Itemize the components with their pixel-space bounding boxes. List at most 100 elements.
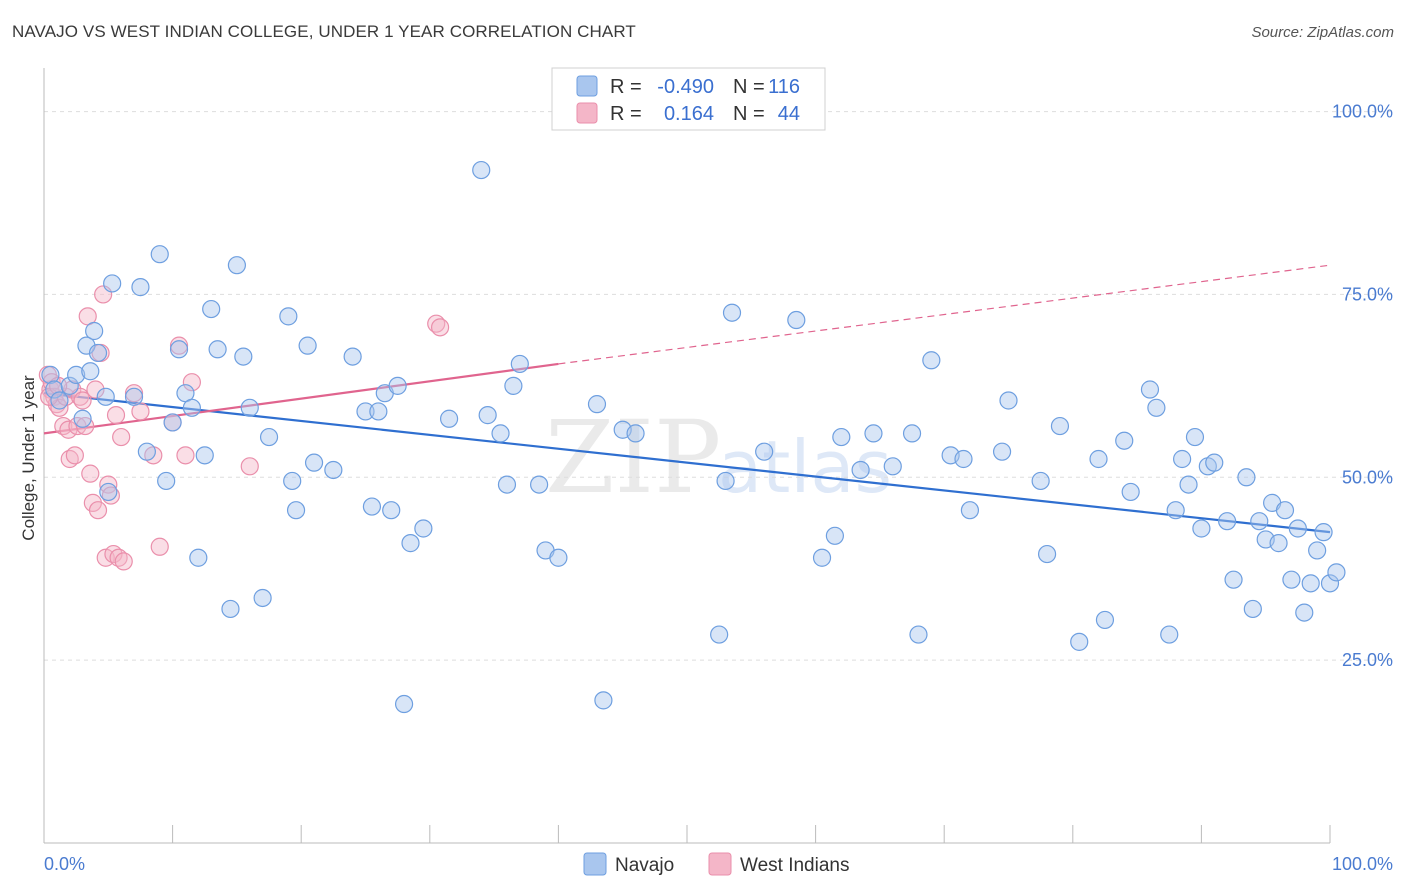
navajo-point-61 — [626, 424, 645, 443]
navajo-point-115 — [1327, 563, 1346, 582]
y-tick-label-1: 50.0% — [1342, 467, 1393, 487]
y-axis-title: College, Under 1 year — [19, 375, 38, 541]
navajo-point-33 — [283, 471, 302, 491]
navajo-point-94 — [1179, 475, 1198, 494]
west-indians-point-37 — [176, 446, 195, 465]
west-indians-point-41 — [430, 318, 450, 337]
west-indians-point-30 — [114, 552, 133, 571]
navajo-point-9 — [88, 343, 108, 363]
page-title: NAVAJO VS WEST INDIAN COLLEGE, UNDER 1 Y… — [12, 22, 636, 41]
trend-lines — [43, 264, 1331, 534]
navajo-point-98 — [1205, 453, 1224, 472]
navajo-point-106 — [1269, 534, 1288, 553]
navajo-point-23 — [195, 446, 214, 465]
navajo-point-83 — [1050, 416, 1070, 436]
navajo-point-114 — [1320, 574, 1340, 593]
navajo-point-89 — [1140, 380, 1160, 399]
y-tick-labels: 25.0% 50.0% 75.0% 100.0% — [1332, 102, 1393, 671]
navajo-point-55 — [530, 475, 549, 494]
navajo-point-36 — [304, 453, 324, 472]
legend-n-value-1: 116 — [768, 76, 800, 98]
navajo-point-85 — [1089, 449, 1108, 469]
navajo-point-35 — [298, 336, 317, 355]
legend-r-label-1: R = — [610, 76, 642, 98]
navajo-point-2 — [50, 391, 69, 410]
navajo-point-62 — [710, 625, 729, 644]
navajo-point-13 — [124, 387, 144, 406]
y-tick-label-3: 100.0% — [1332, 102, 1393, 122]
west-indians-point-24 — [99, 475, 118, 494]
navajo-point-58 — [587, 395, 607, 414]
navajo-point-0 — [41, 365, 60, 384]
navajo-trend-line — [43, 392, 1331, 534]
navajo-point-7 — [81, 362, 100, 381]
navajo-point-71 — [864, 424, 883, 443]
west-indians-point-29 — [112, 427, 131, 447]
legend-n-value-2: 44 — [778, 103, 800, 125]
navajo-point-96 — [1192, 519, 1211, 538]
navajo-point-79 — [992, 442, 1012, 461]
navajo-point-50 — [478, 406, 497, 425]
navajo-point-19 — [169, 340, 189, 359]
navajo-point-93 — [1173, 449, 1192, 469]
navajo-point-70 — [851, 460, 870, 480]
grid-lines — [44, 111, 1392, 661]
navajo-point-54 — [510, 354, 529, 374]
navajo-point-46 — [401, 534, 420, 553]
navajo-point-39 — [356, 402, 375, 421]
navajo-point-38 — [343, 347, 362, 366]
navajo-point-18 — [163, 413, 182, 432]
navajo-point-15 — [137, 442, 156, 461]
navajo-point-4 — [67, 365, 86, 384]
navajo-point-30 — [253, 588, 272, 608]
series-legend-label-west-indians: West Indians — [740, 855, 849, 876]
navajo-point-25 — [208, 340, 227, 359]
navajo-point-67 — [812, 548, 832, 567]
west-indians-point-27 — [106, 406, 126, 425]
navajo-point-109 — [1288, 519, 1307, 538]
navajo-point-73 — [902, 424, 922, 443]
navajo-point-32 — [279, 307, 298, 326]
navajo-point-51 — [491, 424, 510, 443]
navajo-point-43 — [382, 501, 401, 520]
navajo-points — [41, 160, 1346, 714]
navajo-point-10 — [96, 387, 115, 406]
navajo-point-44 — [388, 376, 407, 395]
navajo-point-16 — [150, 245, 169, 264]
legend-r-label-2: R = — [610, 103, 642, 125]
y-tick-label-2: 75.0% — [1342, 284, 1393, 304]
series-legend-swatch-navajo — [583, 852, 607, 876]
navajo-point-107 — [1275, 501, 1295, 520]
navajo-point-87 — [1115, 431, 1134, 450]
navajo-point-111 — [1301, 574, 1320, 593]
navajo-point-57 — [549, 548, 568, 567]
navajo-point-81 — [1031, 471, 1050, 491]
navajo-point-5 — [73, 409, 92, 428]
navajo-point-63 — [716, 471, 735, 491]
navajo-point-68 — [825, 526, 844, 545]
west-indians-point-34 — [150, 537, 169, 556]
navajo-point-77 — [954, 449, 973, 469]
west-indians-trend-line — [43, 362, 559, 435]
navajo-point-103 — [1250, 512, 1269, 531]
navajo-point-53 — [504, 376, 523, 395]
navajo-point-1 — [45, 380, 64, 399]
legend-n-label-1: N = — [733, 76, 765, 98]
navajo-point-26 — [221, 599, 240, 619]
navajo-point-31 — [259, 427, 279, 447]
navajo-point-113 — [1314, 523, 1333, 542]
navajo-point-48 — [439, 409, 459, 428]
navajo-point-37 — [324, 460, 343, 480]
navajo-point-95 — [1185, 427, 1205, 447]
series-legend-swatch-west-indians — [708, 852, 732, 876]
navajo-point-72 — [883, 457, 902, 476]
west-indians-point-38 — [182, 373, 201, 392]
navajo-point-91 — [1160, 625, 1179, 644]
x-tick-label-0: 0.0% — [44, 854, 85, 874]
x-ticks — [43, 825, 1331, 843]
navajo-point-86 — [1095, 610, 1115, 630]
navajo-point-88 — [1121, 482, 1140, 502]
navajo-point-27 — [227, 256, 246, 275]
correlation-legend: R = -0.490 N = 116 R = 0.164 N = 44 — [551, 67, 826, 131]
source-credit: Source: ZipAtlas.com — [1251, 24, 1394, 41]
